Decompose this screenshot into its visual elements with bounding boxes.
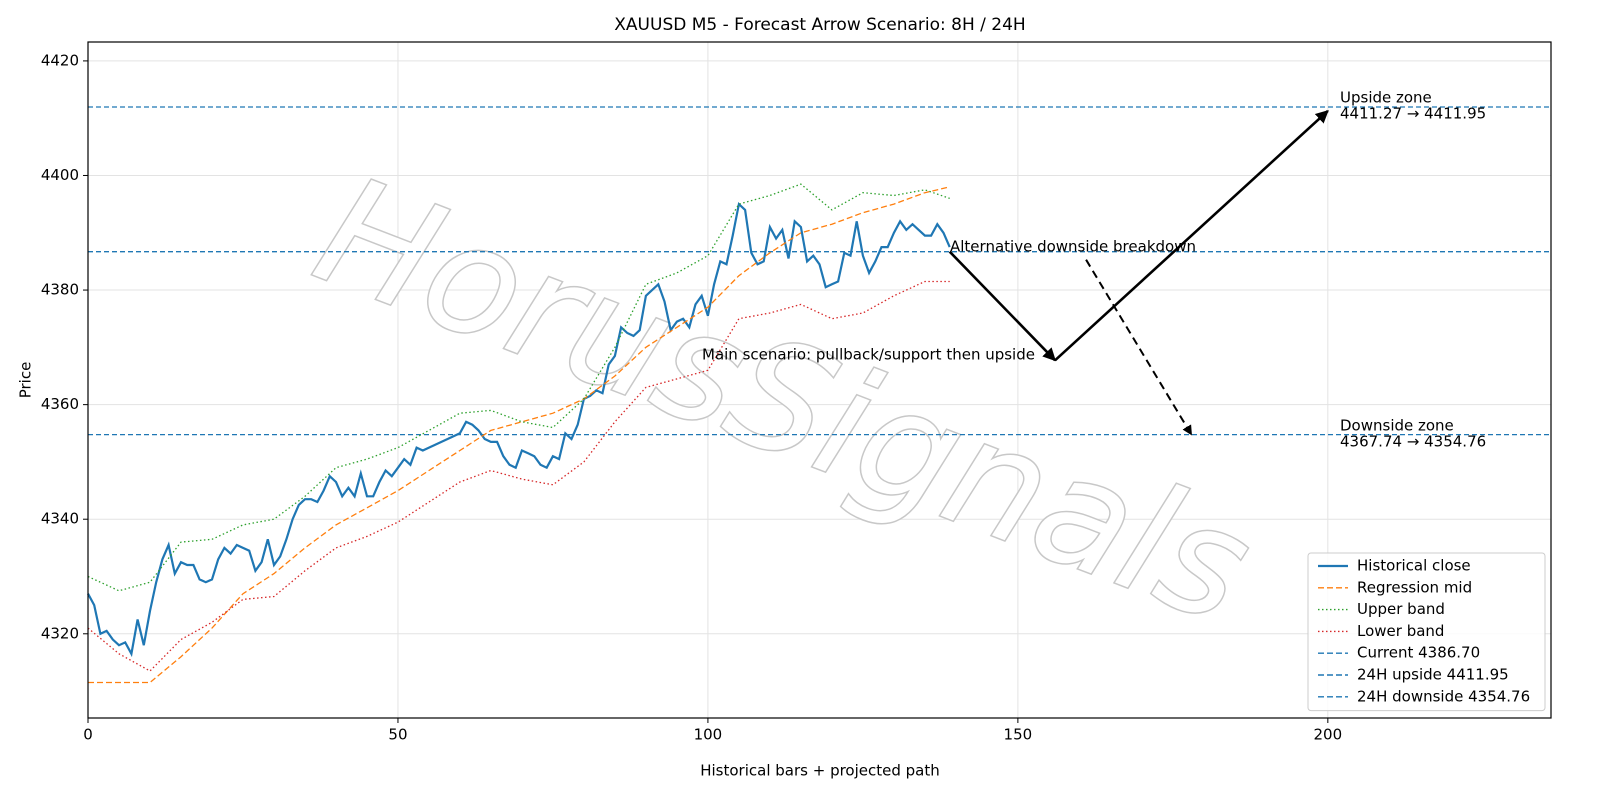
y-tick-label: 4340	[41, 510, 79, 528]
y-tick-label: 4380	[41, 281, 79, 299]
series-line	[87, 280, 950, 672]
legend-label: Regression mid	[1357, 578, 1472, 596]
annotation: Upside zone	[1340, 89, 1432, 107]
x-axis-label: Historical bars + projected path	[700, 762, 940, 780]
legend-label: 24H downside 4354.76	[1357, 687, 1530, 705]
x-tick-label: 200	[1314, 726, 1343, 744]
x-tick-label: 150	[1004, 726, 1033, 744]
annotation: Main scenario: pullback/support then ups…	[702, 346, 1035, 364]
x-tick-label: 100	[694, 726, 723, 744]
legend-label: Historical close	[1357, 557, 1471, 575]
y-tick-label: 4360	[41, 395, 79, 413]
x-tick-label: 0	[83, 726, 93, 744]
legend-label: 24H upside 4411.95	[1357, 666, 1509, 684]
annotation: 4411.27 → 4411.95	[1340, 105, 1486, 123]
annotation: Alternative downside breakdown	[950, 238, 1196, 256]
legend-label: Current 4386.70	[1357, 644, 1480, 662]
scenario-arrow	[1054, 109, 1329, 362]
legend: Historical close Regression mid Upper band…	[1307, 552, 1546, 712]
scenario-arrow	[1085, 259, 1193, 436]
y-tick-label: 4420	[41, 51, 79, 69]
legend-label: Upper band	[1357, 600, 1445, 618]
x-tick-label: 50	[388, 726, 407, 744]
plot-frame	[87, 41, 1552, 719]
legend-box	[1307, 552, 1546, 712]
annotation: Downside zone	[1340, 417, 1454, 435]
y-tick-label: 4400	[41, 166, 79, 184]
y-tick-label: 4320	[41, 624, 79, 642]
legend-label: Lower band	[1357, 622, 1444, 640]
series-line	[87, 201, 951, 658]
y-axis-label: Price	[17, 362, 35, 399]
chart-title: XAUUSD M5 - Forecast Arrow Scenario: 8H …	[614, 15, 1025, 35]
annotation: 4367.74 → 4354.76	[1340, 433, 1486, 451]
scenario-arrow	[948, 250, 1057, 362]
series-line	[88, 186, 950, 684]
grid	[87, 42, 1551, 718]
